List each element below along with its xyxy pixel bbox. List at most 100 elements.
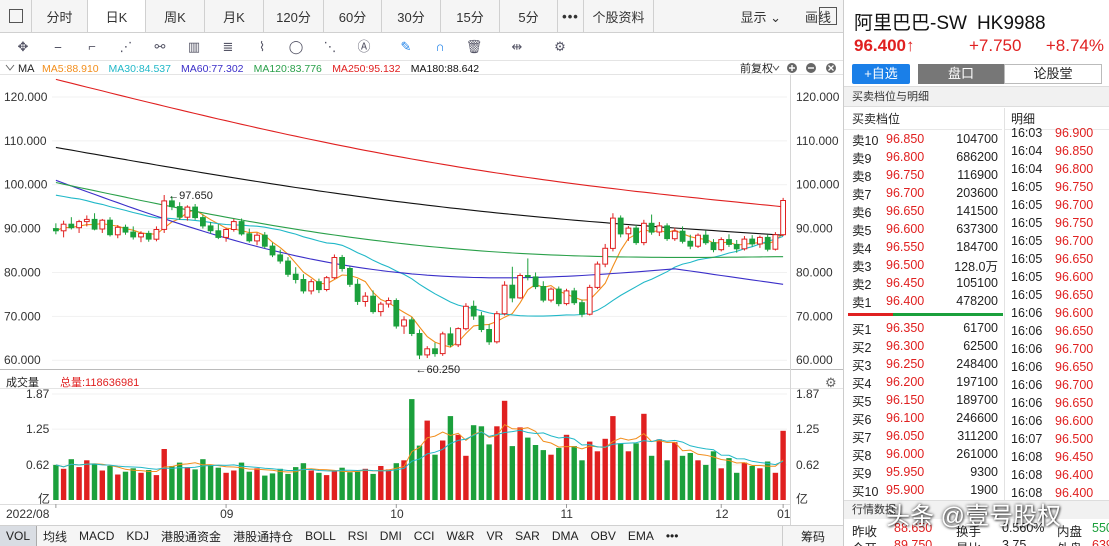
volume-bar: [122, 471, 129, 500]
tab-daily[interactable]: 日K: [88, 0, 146, 32]
volume-bar: [718, 468, 724, 500]
rect-icon[interactable]: ⌐: [88, 39, 96, 54]
indicator-tab-15[interactable]: EMA: [627, 529, 654, 543]
tab-5min[interactable]: 5分: [500, 0, 558, 32]
ask-row[interactable]: 卖8 96.750 116900: [844, 166, 1002, 184]
link-icon[interactable]: ⚯: [154, 39, 166, 54]
tab-profile[interactable]: 个股资料: [584, 0, 654, 32]
trade-row: 16:06 96.700: [1005, 340, 1109, 358]
qi-label: 外盘: [1057, 538, 1082, 546]
bid-row[interactable]: 买2 96.300 62500: [844, 337, 1002, 355]
indicator-tab-4[interactable]: 港股通资金: [161, 529, 222, 544]
draw-line-button[interactable]: 画线: [804, 9, 831, 25]
indicator-tab-5[interactable]: 港股通持仓: [233, 529, 294, 544]
volume-bar: [672, 442, 678, 500]
wave-icon[interactable]: ⌇: [258, 39, 266, 54]
ask-row[interactable]: 卖2 96.450 105100: [844, 274, 1002, 292]
ask-row[interactable]: 卖9 96.800 686200: [844, 148, 1002, 166]
sidebar-toggle-button[interactable]: [0, 0, 32, 32]
date-label: 10: [390, 507, 404, 521]
settings-icon[interactable]: ⚙: [554, 39, 566, 54]
tab-weekly[interactable]: 周K: [146, 0, 205, 32]
label-icon[interactable]: Ⓐ: [357, 39, 371, 54]
ask-row[interactable]: 卖4 96.550 184700: [844, 238, 1002, 256]
indicator-tab-0[interactable]: VOL: [0, 526, 38, 546]
indicator-tab-17[interactable]: 筹码: [781, 526, 843, 546]
bid-row[interactable]: 买5 96.150 189700: [844, 391, 1002, 409]
text-block-icon[interactable]: ≣: [222, 39, 234, 54]
bid-row[interactable]: 买10 95.900 1900: [844, 481, 1002, 499]
tab-intraday[interactable]: 分时: [32, 0, 88, 32]
measure-icon[interactable]: ⋱: [323, 39, 337, 54]
price-tick-right: 110.000: [796, 134, 839, 148]
ask-row[interactable]: 卖7 96.700 203600: [844, 184, 1002, 202]
candle-body: [401, 319, 407, 327]
period-tab-bar: 分时 日K 周K 月K 120分 60分 30分 15分 5分 ••• 个股资料…: [0, 0, 843, 33]
trade-detail[interactable]: 明细 16:03 96.900 16:04 96.850 16:04 96.800 16:0…: [1004, 108, 1109, 500]
tab-120min[interactable]: 120分: [264, 0, 324, 32]
indicator-tab-12[interactable]: SAR: [515, 529, 540, 543]
fan-icon[interactable]: ⋰: [119, 39, 133, 54]
line-icon[interactable]: ⎯: [54, 39, 62, 54]
candle-body: [176, 206, 183, 218]
tab-60min[interactable]: 60分: [324, 0, 382, 32]
indicator-tab-8[interactable]: DMI: [379, 529, 402, 543]
ask-row[interactable]: 卖10 96.850 104700: [844, 130, 1002, 148]
bid-row[interactable]: 买9 95.950 9300: [844, 463, 1002, 481]
bid-row[interactable]: 买3 96.250 248400: [844, 355, 1002, 373]
magnet-icon[interactable]: ∩: [435, 39, 445, 54]
trash-icon[interactable]: 🗑: [465, 39, 483, 54]
trade-time: 16:06: [1011, 306, 1043, 320]
crosshair-icon[interactable]: ✥: [17, 39, 29, 54]
volume-bar: [556, 447, 562, 500]
trade-price: 96.700: [1055, 234, 1094, 248]
tab-15min[interactable]: 15分: [441, 0, 500, 32]
indicator-tab-13[interactable]: DMA: [551, 529, 579, 543]
candle-body: [261, 234, 268, 247]
bid-row[interactable]: 买6 96.100 246600: [844, 409, 1002, 427]
level-volume: 248400: [956, 357, 998, 371]
channel-icon[interactable]: ▥: [187, 39, 201, 54]
volume-bar: [494, 426, 500, 500]
indicator-tab-3[interactable]: KDJ: [126, 529, 150, 543]
level-label: 卖9: [852, 151, 872, 166]
bid-row[interactable]: 买4 96.200 197100: [844, 373, 1002, 391]
kline-chart[interactable]: MA MA5:88.910 MA30:84.537 MA60:77.302 MA120:…: [0, 61, 843, 525]
ask-row[interactable]: 卖1 96.400 478200: [844, 292, 1002, 310]
volume-bar: [610, 416, 616, 500]
volume-bar: [409, 399, 415, 500]
indicator-tab-16[interactable]: •••: [665, 529, 679, 543]
ask-row[interactable]: 卖5 96.600 637300: [844, 220, 1002, 238]
indicator-tab-6[interactable]: BOLL: [305, 529, 336, 543]
bid-row[interactable]: 买1 96.350 61700: [844, 319, 1002, 337]
ask-row[interactable]: 卖6 96.650 141500: [844, 202, 1002, 220]
tab-monthly[interactable]: 月K: [205, 0, 264, 32]
bid-row[interactable]: 买8 96.000 261000: [844, 445, 1002, 463]
indicator-tab-9[interactable]: CCI: [413, 529, 435, 543]
indicator-tab-2[interactable]: MACD: [79, 529, 115, 543]
volume-bar: [91, 463, 98, 500]
ask-row[interactable]: 卖3 96.500 128.0万: [844, 256, 1002, 274]
volume-bar: [587, 441, 593, 500]
indicator-tab-7[interactable]: RSI: [347, 529, 368, 543]
tab-30min[interactable]: 30分: [382, 0, 441, 32]
level-price: 95.950: [886, 465, 925, 479]
tab-pankou[interactable]: 盘口: [918, 64, 1004, 84]
display-dropdown[interactable]: 显示 ⌄: [728, 7, 793, 26]
candle-body: [200, 217, 206, 227]
expand-icon[interactable]: ⇹: [511, 39, 523, 54]
circle-icon[interactable]: ◯: [288, 39, 304, 54]
tab-forum[interactable]: 论股堂: [1004, 64, 1102, 84]
pen-icon[interactable]: ✎: [400, 39, 412, 54]
bid-row[interactable]: 买7 96.050 311200: [844, 427, 1002, 445]
more-periods-button[interactable]: •••: [558, 0, 584, 32]
collapse-panel-icon[interactable]: [819, 7, 837, 25]
add-favorite-button[interactable]: +自选: [852, 64, 910, 84]
indicator-tab-10[interactable]: W&R: [446, 529, 475, 543]
indicator-tab-1[interactable]: 均线: [43, 529, 68, 544]
stock-title: 阿里巴巴-SW HK9988: [854, 8, 1046, 35]
indicator-tab-14[interactable]: OBV: [590, 529, 616, 543]
ma-prefix: MA: [18, 63, 35, 75]
indicator-tab-11[interactable]: VR: [486, 529, 504, 543]
trade-row: 16:06 96.650: [1005, 394, 1109, 412]
